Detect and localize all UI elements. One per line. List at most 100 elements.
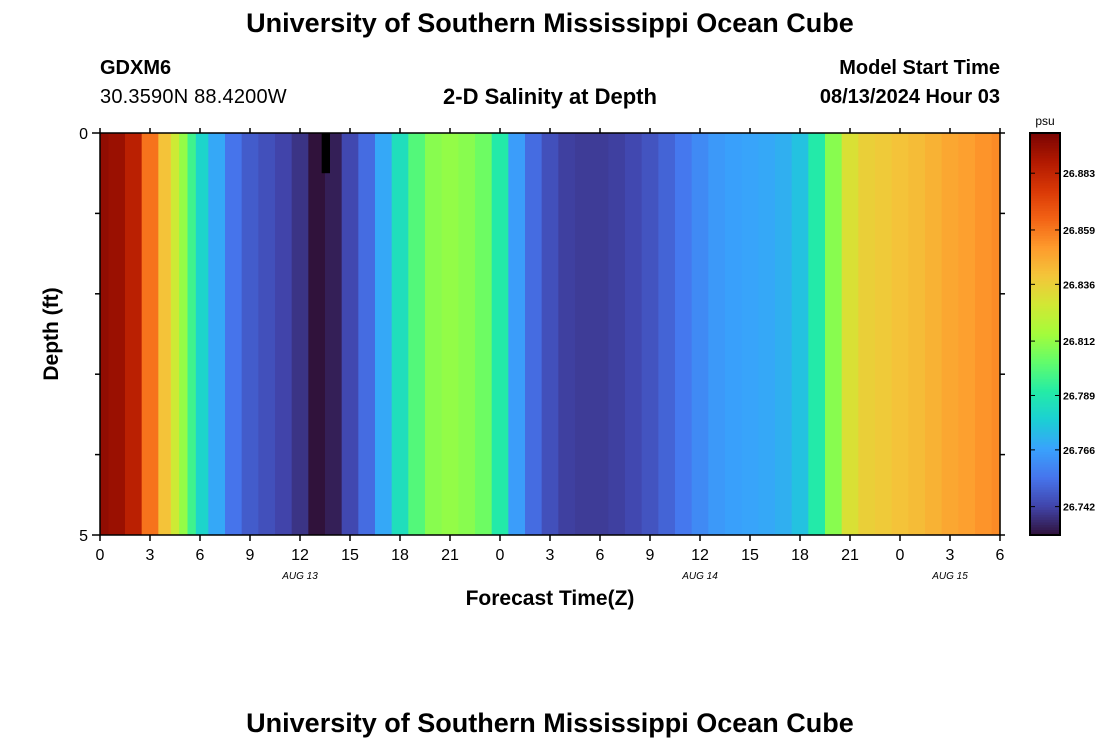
colorbar-segment [1030,499,1060,503]
colorbar-segment [1030,529,1060,534]
colorbar-segment [1030,497,1060,501]
colorbar-segment [1030,469,1060,473]
model-start-time: 08/13/2024 Hour 03 [819,86,1000,108]
colorbar-segment [1030,256,1060,260]
footer-title: University of Southern Mississippi Ocean… [246,708,854,738]
colorbar-segment [1030,334,1060,338]
heatmap-column [558,133,576,535]
colorbar-segment [1030,160,1060,164]
heatmap-cells [100,133,1001,535]
colorbar-segment [1030,426,1060,431]
heatmap-column [341,133,359,535]
colorbar-segment [1030,381,1060,385]
colorbar-segment [1030,477,1060,481]
colorbar-segment [1030,431,1060,436]
colorbar-segment [1030,464,1060,468]
colorbar-segment [1030,281,1060,285]
colorbar-segment [1030,185,1060,189]
colorbar-segment [1030,283,1060,287]
colorbar-segment [1030,175,1060,179]
colorbar-segment [1030,524,1060,529]
colorbar-segment [1030,321,1060,325]
colorbar-segment [1030,346,1060,350]
station-id: GDXM6 [100,57,172,79]
model-start-label: Model Start Time [839,57,1000,79]
y-tick-label: 0 [79,126,88,143]
colorbar-segment [1030,243,1060,247]
heatmap-column [225,133,243,535]
colorbar-segment [1030,223,1060,227]
colorbar-segment [1030,208,1060,212]
colorbar-segment [1030,150,1060,154]
colorbar-segment [1030,411,1060,415]
colorbar-segment [1030,306,1060,310]
colorbar: 26.742 26.766 26.789 26.812 26.836 26.859 26.8… [1029,132,1095,536]
colorbar-segment [1030,492,1060,496]
colorbar-segment [1030,421,1060,426]
colorbar-segment [1030,278,1060,282]
colorbar-segment [1030,155,1060,159]
colorbar-segment [1030,514,1060,519]
x-tick-label: 0 [896,547,905,564]
heatmap-column [591,133,609,535]
x-tick-label: 18 [391,547,409,564]
colorbar-segment [1030,361,1060,365]
heatmap-column [741,133,759,535]
heatmap-column [975,133,993,535]
x-tick-label: 12 [291,547,309,564]
colorbar-segment [1030,271,1060,275]
heatmap-column [170,133,180,535]
colorbar-segment [1030,364,1060,368]
colorbar-segment [1030,509,1060,513]
colorbar-segment [1030,444,1060,448]
colorbar-segment [1030,442,1060,446]
colorbar-segment [1030,489,1060,493]
colorbar-unit-label: psu [1035,114,1054,128]
colorbar-segment [1030,316,1060,320]
colorbar-segment [1030,479,1060,483]
colorbar-segment [1030,502,1060,506]
heatmap-column [308,133,326,535]
heatmap-column [425,133,443,535]
heatmap-column [875,133,893,535]
colorbar-segment [1030,188,1060,192]
colorbar-segment [1030,138,1060,142]
colorbar-segment [1030,195,1060,199]
colorbar-segment [1030,379,1060,383]
colorbar-segment [1030,273,1060,277]
colorbar-segment [1030,447,1060,451]
colorbar-segment [1030,241,1060,245]
colorbar-segment [1030,263,1060,267]
colorbar-segment [1030,318,1060,323]
colorbar-segment [1030,404,1060,408]
heatmap-column [125,133,143,535]
colorbar-segment [1030,376,1060,380]
heatmap-column [625,133,643,535]
heatmap-column [141,133,159,535]
colorbar-segment [1030,288,1060,292]
colorbar-segment [1030,354,1060,358]
colorbar-segment [1030,233,1060,237]
heatmap-column [841,133,859,535]
x-tick-label: 3 [146,547,155,564]
colorbar-segment [1030,163,1060,167]
colorbar-segment [1030,414,1060,418]
heatmap-column [991,133,1001,535]
colorbar-tick-label: 26.859 [1063,225,1095,237]
colorbar-segment [1030,462,1060,466]
colorbar-segment [1030,135,1060,139]
colorbar-segment [1030,173,1060,177]
colorbar-segment [1030,351,1060,355]
colorbar-segment [1030,419,1060,423]
colorbar-segment [1030,213,1060,217]
colorbar-segment [1030,386,1060,390]
colorbar-segment [1030,484,1060,488]
heatmap-column [541,133,559,535]
colorbar-segment [1030,517,1060,521]
heatmap-column [325,133,343,535]
colorbar-segment [1030,301,1060,305]
heatmap-column [408,133,426,535]
colorbar-segment [1030,507,1060,511]
axes: 0 3 6 9 12 15 18 21 0 3 6 9 12 15 18 21 0 3 6 AUG 13 AUG 14 A… [79,126,1005,582]
heatmap-column [775,133,793,535]
